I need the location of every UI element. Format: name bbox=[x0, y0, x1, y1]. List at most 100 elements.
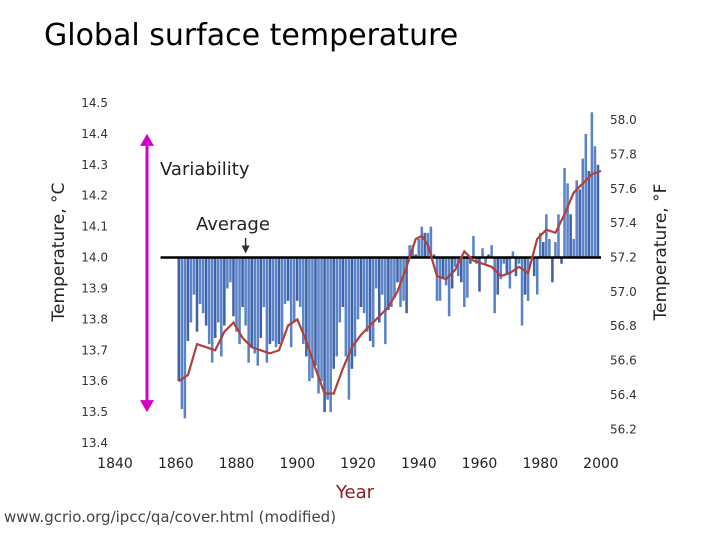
y-right-tick-label: 56.8 bbox=[610, 319, 637, 333]
bar-1879 bbox=[232, 257, 235, 317]
bar-1897 bbox=[286, 257, 290, 301]
bar-1940 bbox=[417, 239, 421, 258]
y-axis-right-label: Temperature, °F bbox=[651, 184, 671, 322]
y-left-tick-label: 13.9 bbox=[81, 282, 108, 296]
bar-1912 bbox=[332, 257, 335, 369]
y-right-tick-label: 57.0 bbox=[610, 285, 637, 299]
bar-1997 bbox=[590, 112, 594, 258]
bar-1905 bbox=[311, 257, 314, 379]
bar-1956 bbox=[466, 257, 469, 298]
bar-1917 bbox=[347, 257, 351, 400]
bar-1994 bbox=[581, 158, 585, 258]
x-tick-label: 1960 bbox=[462, 456, 498, 472]
bar-1918 bbox=[350, 257, 354, 369]
bar-1903 bbox=[305, 257, 308, 357]
bar-1968 bbox=[502, 257, 506, 264]
smoothed-line bbox=[178, 169, 602, 395]
bar-1923 bbox=[365, 257, 369, 332]
bar-1921 bbox=[359, 257, 363, 307]
bar-1976 bbox=[526, 257, 530, 301]
average-label: Average bbox=[196, 214, 270, 235]
bar-1904 bbox=[308, 257, 311, 382]
bar-1861 bbox=[177, 257, 181, 382]
bar-1967 bbox=[499, 257, 503, 280]
bar-1933 bbox=[396, 257, 399, 283]
bar-1887 bbox=[256, 257, 260, 366]
bar-1866 bbox=[192, 257, 196, 295]
bar-1896 bbox=[283, 257, 287, 304]
bar-1941 bbox=[420, 226, 424, 258]
bar-1960 bbox=[478, 257, 481, 292]
bar-1930 bbox=[387, 257, 390, 311]
chart-title: Global surface temperature bbox=[44, 18, 459, 53]
y-right-tick-label: 56.2 bbox=[610, 422, 637, 436]
bar-1965 bbox=[493, 257, 496, 314]
x-tick-label: 1920 bbox=[340, 456, 376, 472]
bar-1993 bbox=[578, 189, 582, 258]
bar-1961 bbox=[481, 248, 484, 258]
bar-1978 bbox=[532, 257, 536, 277]
bar-1906 bbox=[314, 257, 317, 366]
y-right-tick-label: 56.4 bbox=[610, 388, 637, 402]
bar-1972 bbox=[514, 257, 518, 277]
bar-1885 bbox=[250, 257, 253, 348]
bar-1907 bbox=[317, 257, 320, 394]
y-axis-left: 14.5 14.4 14.3 14.2 14.1 14.0 13.9 13.8 13.7 13.6… bbox=[81, 96, 108, 450]
bar-1947 bbox=[438, 257, 442, 301]
bar-1867 bbox=[195, 257, 199, 332]
bar-1974 bbox=[520, 257, 524, 326]
bar-1909 bbox=[323, 257, 326, 413]
bar-1869 bbox=[201, 257, 205, 314]
average-arrow-head bbox=[241, 245, 250, 254]
bar-1991 bbox=[572, 239, 575, 258]
y-left-tick-label: 14.0 bbox=[81, 251, 108, 265]
x-tick-label: 1840 bbox=[97, 456, 133, 472]
y-left-tick-label: 14.3 bbox=[81, 158, 108, 172]
bar-1876 bbox=[223, 257, 226, 326]
source-caption: www.gcrio.org/ipcc/qa/cover.html (modifi… bbox=[4, 508, 337, 526]
bar-1928 bbox=[381, 257, 384, 295]
bar-1908 bbox=[320, 257, 323, 382]
y-right-tick-label: 57.6 bbox=[610, 182, 637, 196]
variability-label: Variability bbox=[160, 159, 250, 180]
bar-1931 bbox=[390, 257, 393, 307]
bar-1877 bbox=[226, 257, 229, 289]
bar-1916 bbox=[344, 257, 348, 357]
bar-1996 bbox=[587, 171, 591, 258]
bar-1954 bbox=[460, 257, 463, 283]
bar-1910 bbox=[326, 257, 329, 400]
bar-1980 bbox=[538, 232, 542, 258]
y-right-tick-label: 56.6 bbox=[610, 354, 637, 368]
bar-1927 bbox=[377, 257, 381, 323]
bar-1939 bbox=[414, 254, 417, 258]
y-right-tick-label: 58.0 bbox=[610, 113, 637, 127]
bar-1973 bbox=[517, 257, 521, 264]
x-tick-label: 1940 bbox=[401, 456, 437, 472]
y-left-tick-label: 13.6 bbox=[81, 374, 108, 388]
x-tick-label: 1900 bbox=[279, 456, 315, 472]
bar-1926 bbox=[374, 257, 378, 289]
bar-1895 bbox=[280, 257, 284, 341]
bars-group bbox=[177, 112, 600, 419]
y-left-tick-label: 14.1 bbox=[81, 220, 108, 234]
bar-1986 bbox=[557, 214, 560, 258]
bar-1883 bbox=[244, 257, 247, 326]
bar-1872 bbox=[210, 257, 214, 363]
variability-arrow-head-top bbox=[140, 133, 154, 146]
bar-1901 bbox=[299, 257, 302, 307]
bar-1868 bbox=[198, 257, 202, 304]
bar-1892 bbox=[271, 257, 275, 341]
bar-1889 bbox=[262, 257, 266, 307]
bar-1969 bbox=[505, 257, 509, 273]
bar-1995 bbox=[584, 133, 588, 258]
bar-1899 bbox=[292, 257, 296, 323]
bar-1900 bbox=[295, 257, 299, 301]
y-axis-right: 58.0 57.8 57.6 57.4 57.2 57.0 56.8 56.6 56.4 56.2 bbox=[610, 113, 637, 436]
bar-1963 bbox=[487, 254, 490, 258]
bar-1886 bbox=[253, 257, 256, 354]
y-left-tick-label: 14.4 bbox=[81, 127, 108, 141]
y-left-tick-label: 13.5 bbox=[81, 405, 108, 419]
bar-1949 bbox=[444, 257, 448, 286]
bar-1946 bbox=[435, 257, 439, 301]
